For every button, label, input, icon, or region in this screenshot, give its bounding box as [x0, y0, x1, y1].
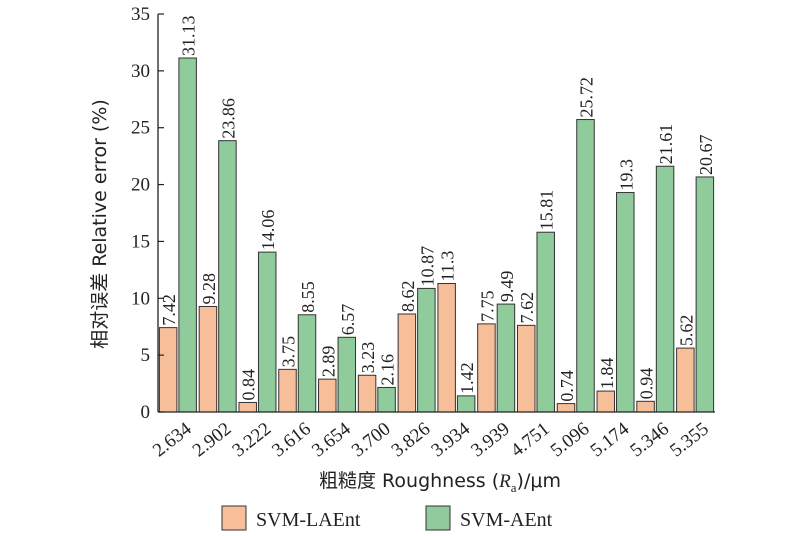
bar-svm-laent-3.934 — [437, 283, 456, 413]
data-label-svm-laent-3.826: 8.62 — [398, 280, 418, 312]
data-label-svm-laent-5.174: 1.84 — [597, 358, 617, 390]
x-tick-label: 3.939 — [467, 418, 514, 461]
data-label-svm-laent-2.634: 7.42 — [159, 294, 179, 326]
bar-svm-aent-3.700 — [377, 386, 396, 413]
data-label-svm-aent-3.654: 6.57 — [338, 304, 358, 336]
bar-svm-laent-3.826 — [397, 313, 417, 413]
x-tick-label: 5.096 — [547, 418, 594, 461]
x-ticks: 2.6342.9023.2223.6163.6543.7003.8263.934… — [149, 418, 713, 461]
data-label-svm-aent-5.174: 19.3 — [616, 159, 636, 191]
x-tick-label: 3.616 — [268, 418, 315, 461]
x-tick-label: 4.751 — [507, 418, 554, 461]
x-axis-title: 粗糙度 Roughness (Ra)/μm — [319, 470, 561, 495]
data-label-svm-laent-3.654: 2.89 — [318, 346, 338, 378]
y-axis-title: 相对误差 Relative error (%) — [89, 99, 111, 349]
legend-swatch-svm-aent — [425, 505, 451, 531]
data-label-svm-laent-5.355: 5.62 — [676, 315, 696, 347]
x-tick-label: 3.934 — [427, 418, 474, 461]
x-tick-label: 5.355 — [666, 418, 713, 461]
bar-svm-aent-2.902 — [218, 140, 237, 413]
data-label-svm-laent-3.222: 0.84 — [239, 369, 259, 401]
data-label-svm-aent-4.751: 15.81 — [537, 190, 557, 231]
data-label-svm-laent-5.096: 0.74 — [557, 370, 577, 402]
bar-svm-aent-3.939 — [496, 303, 516, 413]
x-axis-title-var: R — [498, 471, 511, 492]
x-tick-label: 5.346 — [626, 418, 673, 461]
data-label-svm-aent-5.346: 21.61 — [656, 124, 676, 165]
bar-svm-laent-2.902 — [198, 305, 218, 413]
y-tick-label: 0 — [141, 402, 151, 423]
x-tick-label: 3.222 — [229, 418, 276, 461]
bar-svm-aent-4.751 — [536, 231, 555, 413]
bar-svm-aent-5.346 — [655, 165, 675, 413]
bar-svm-laent-3.222 — [238, 401, 257, 413]
legend-label-svm-laent: SVM-LAEnt — [256, 509, 361, 531]
data-label-svm-aent-3.616: 8.55 — [298, 281, 318, 313]
legend-label-svm-aent: SVM-AEnt — [460, 509, 553, 531]
data-label-svm-laent-5.346: 0.94 — [637, 368, 657, 400]
data-label-svm-aent-2.634: 31.13 — [179, 16, 199, 57]
data-label-svm-laent-3.700: 3.23 — [358, 342, 378, 374]
x-tick-label: 2.634 — [149, 418, 196, 461]
bar-svm-laent-5.174 — [596, 390, 616, 413]
legend: SVM-LAEnt SVM-AEnt — [221, 505, 553, 531]
bar-svm-laent-5.346 — [636, 400, 655, 413]
data-label-svm-aent-5.355: 20.67 — [696, 134, 716, 175]
data-label-svm-laent-3.616: 3.75 — [279, 336, 299, 368]
y-tick-label: 35 — [131, 4, 150, 25]
y-ticks: 0 5 10 15 20 25 30 35 — [131, 4, 164, 423]
bar-svm-laent-4.751 — [516, 324, 536, 413]
y-tick-label: 25 — [131, 118, 150, 139]
bar-svm-laent-3.654 — [318, 378, 337, 413]
x-tick-label: 5.174 — [587, 418, 634, 461]
y-tick-label: 10 — [131, 288, 150, 309]
data-label-svm-aent-5.096: 25.72 — [577, 77, 597, 118]
bar-svm-aent-5.174 — [616, 192, 635, 413]
value-labels-layer: 7.42 31.13 9.28 23.86 0.84 14.06 3.75 8.55 2.896… — [159, 16, 716, 402]
bar-svm-aent-3.654 — [337, 336, 357, 413]
axes-layer — [157, 14, 715, 413]
bar-svm-laent-3.700 — [357, 374, 377, 413]
bar-svm-aent-5.096 — [576, 119, 595, 413]
bar-svm-aent-5.355 — [695, 176, 715, 413]
bar-svm-laent-3.939 — [477, 323, 496, 413]
y-tick-label: 20 — [131, 175, 150, 196]
data-label-svm-laent-4.751: 7.62 — [517, 292, 537, 324]
data-label-svm-aent-3.700: 2.16 — [378, 354, 398, 386]
x-axis-title-suffix: )/μm — [517, 470, 561, 492]
data-label-svm-aent-3.826: 10.87 — [417, 246, 437, 287]
x-tick-label: 3.700 — [348, 418, 395, 461]
x-tick-label: 3.826 — [388, 418, 435, 461]
bar-svm-laent-2.634 — [158, 327, 178, 413]
x-axis-title-sub: a — [511, 480, 517, 495]
bar-svm-aent-3.222 — [257, 251, 277, 413]
x-tick-label: 2.902 — [189, 418, 236, 461]
bar-svm-laent-5.355 — [676, 347, 695, 413]
legend-swatch-svm-laent — [221, 505, 247, 531]
bar-svm-aent-2.634 — [178, 57, 197, 413]
bars-layer — [158, 57, 715, 413]
data-label-svm-aent-3.939: 9.49 — [497, 271, 517, 303]
data-label-svm-laent-2.902: 9.28 — [199, 273, 219, 305]
bar-svm-aent-3.616 — [297, 314, 317, 413]
y-tick-label: 15 — [131, 231, 150, 252]
x-axis-title-prefix: 粗糙度 Roughness ( — [319, 470, 499, 492]
bar-svm-laent-5.096 — [556, 403, 576, 413]
data-label-svm-aent-3.934: 1.42 — [457, 362, 477, 394]
bar-svm-aent-3.934 — [456, 395, 476, 413]
y-tick-label: 30 — [131, 61, 150, 82]
x-tick-label: 3.654 — [308, 418, 355, 461]
bar-svm-aent-3.826 — [417, 287, 436, 413]
data-label-svm-laent-3.934: 11.3 — [438, 251, 458, 282]
data-label-svm-aent-2.902: 23.86 — [218, 98, 238, 139]
data-label-svm-aent-3.222: 14.06 — [258, 210, 278, 251]
data-label-svm-laent-3.939: 7.75 — [477, 290, 497, 322]
y-tick-label: 5 — [141, 345, 151, 366]
bar-svm-laent-3.616 — [278, 368, 297, 413]
